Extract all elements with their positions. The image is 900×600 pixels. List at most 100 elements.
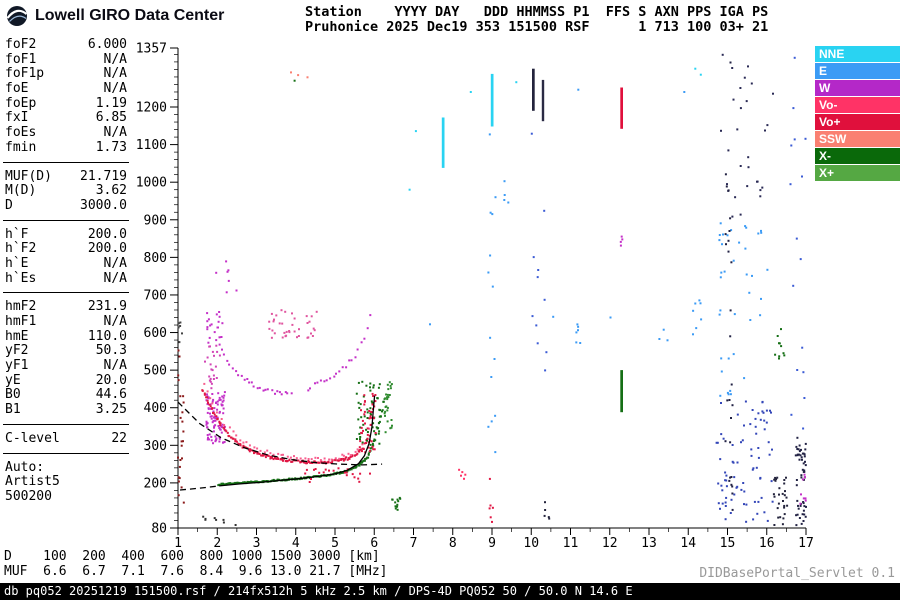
right-edge-sparse-dot — [795, 237, 798, 240]
second-order-descending-dot — [252, 385, 255, 388]
left-noise-upper-dot — [177, 326, 180, 329]
right-scatter-low-dot — [735, 486, 738, 489]
muf-row: MUF 6.6 6.7 7.1 7.6 8.4 9.6 13.0 21.7 [M… — [4, 563, 388, 579]
y-tick-label: 400 — [144, 401, 167, 416]
column-15p0-dot — [729, 476, 732, 479]
es-green-patch-dot — [394, 507, 397, 510]
autoscaling-line: Auto: — [5, 459, 45, 475]
left-noise-column-dot — [177, 379, 180, 382]
x-tick-label: 3 — [253, 536, 261, 551]
streak-12p3-green — [620, 370, 623, 413]
bottom-noise-dot — [202, 515, 205, 518]
right-edge-sparse-dot — [802, 371, 805, 374]
right-scatter-low-dot — [771, 448, 773, 451]
o-trace-descending-red-dot — [309, 461, 312, 464]
f-trace-spread-blob-dot — [214, 435, 217, 438]
green-16p3-dot — [778, 355, 781, 358]
right-scatter-low-dot — [740, 488, 743, 491]
dark-16p3-low-dot — [784, 490, 786, 493]
x-rise-spread-dot — [375, 426, 378, 429]
right-scatter-high-dot — [761, 186, 764, 189]
right-scatter-high-dot — [766, 124, 769, 127]
o-trace-descending-pink-dot — [263, 451, 266, 454]
x-trace-green-dot — [359, 461, 362, 464]
param-label: foEs — [5, 125, 37, 141]
right-edge-column-dot — [803, 513, 806, 516]
f-trace-left-spread-dot — [209, 345, 211, 348]
y-tick-label: 1200 — [136, 101, 167, 116]
second-order-rising-dot — [335, 372, 337, 375]
right-edge-column-dot — [795, 445, 798, 448]
column-9p0-blue-dot — [494, 414, 497, 417]
dots-14p2-blue-dot — [692, 309, 695, 312]
right-scatter-mid-dot — [749, 319, 752, 321]
o-trace-descending-red-dot — [242, 444, 245, 447]
second-order-cluster-dot — [268, 320, 271, 323]
right-scatter-low-dot — [736, 413, 739, 416]
misc-blue-dots-dot — [577, 88, 580, 91]
d-row: D 100 200 400 600 800 1000 1500 3000 [km… — [4, 549, 380, 564]
right-edge-column-dot — [802, 501, 805, 503]
right-scatter-high-dot — [745, 100, 748, 103]
right-scatter-mid-dot — [745, 226, 748, 229]
o-rise-spread-dot — [372, 395, 375, 397]
o-trace-descending-red-dot — [345, 456, 348, 459]
o-trace-descending-red-dot — [343, 458, 346, 461]
f-trace-spread-blob-dot — [220, 431, 223, 434]
param-label: yE — [5, 372, 21, 388]
x-rise-spread-dot — [378, 415, 381, 418]
o-rise-spread-dot — [363, 403, 366, 406]
x-rise-spread-dot — [370, 400, 373, 403]
right-edge-column-dot — [801, 468, 804, 471]
param-label: h`F2 — [5, 241, 37, 257]
param-label: h`Es — [5, 270, 37, 286]
left-noise-upper-dot — [181, 332, 183, 335]
second-order-rising-dot — [350, 359, 353, 362]
right-scatter-low-dot — [724, 505, 727, 507]
o-trace-descending-red-dot — [274, 457, 277, 460]
f-trace-left-spread-dot — [211, 350, 214, 353]
column-15p0-dot — [730, 483, 733, 486]
right-scatter-low-dot — [752, 467, 755, 470]
second-order-descending-dot — [290, 392, 293, 395]
right-scatter-low-dot — [762, 411, 765, 414]
x-second-asymptote-dot — [386, 409, 389, 412]
f-trace-spread-blob-dot — [216, 403, 219, 406]
o-trace-descending-pink-dot — [269, 452, 272, 455]
second-order-upper-left-dot — [218, 336, 221, 339]
o-trace-descending-pink-dot — [356, 448, 359, 451]
f-trace-spread-blob-dot — [205, 399, 208, 402]
o-trace-descending-pink-dot — [239, 439, 242, 442]
right-scatter-low-dot — [724, 501, 727, 504]
o-rise-spread-dot — [363, 413, 366, 416]
f-trace-spread-blob-dot — [223, 425, 226, 428]
x-second-asymptote-dot — [383, 412, 386, 415]
right-scatter-mid-dot — [757, 232, 760, 235]
o-trace-descending-pink-dot — [361, 443, 364, 446]
o-trace-descending-pink-dot — [253, 446, 256, 449]
param-label: MUF(D) — [5, 168, 52, 184]
o-rise-spread-dot — [359, 440, 362, 443]
column-10-blue-dot — [543, 209, 546, 212]
x-trace-green-dot — [374, 439, 377, 442]
right-edge-column-dot — [804, 442, 807, 445]
column-15p0-dot — [729, 217, 732, 220]
right-edge-column-dot — [802, 502, 805, 505]
second-order-upper-left-dot — [220, 336, 223, 338]
o-trace-descending-red-dot — [355, 453, 358, 456]
bottom-noise-dot — [213, 517, 216, 520]
o-trace-descending-red-dot — [368, 434, 371, 437]
o-trace-descending-red-dot — [222, 426, 225, 429]
o-trace-descending-red-dot — [334, 459, 337, 462]
f-trace-spread-blob-dot — [205, 393, 208, 396]
o-trace-descending-pink-dot — [232, 430, 235, 433]
legend-item-vo: Vo- — [815, 97, 900, 113]
param-row: h`E N/A — [3, 256, 129, 272]
dark-16p3-low-dot — [783, 494, 786, 497]
param-row: foEs N/A — [3, 125, 129, 141]
f-trace-spread-blob-dot — [209, 412, 211, 415]
right-edge-sparse-dot — [796, 369, 799, 371]
station-header-values: Pruhonice 2025 Dec19 353 151500 RSF 1 71… — [305, 19, 769, 35]
f-trace-spread-blob-dot — [206, 426, 209, 429]
f-trace-left-spread-dot — [209, 363, 212, 366]
